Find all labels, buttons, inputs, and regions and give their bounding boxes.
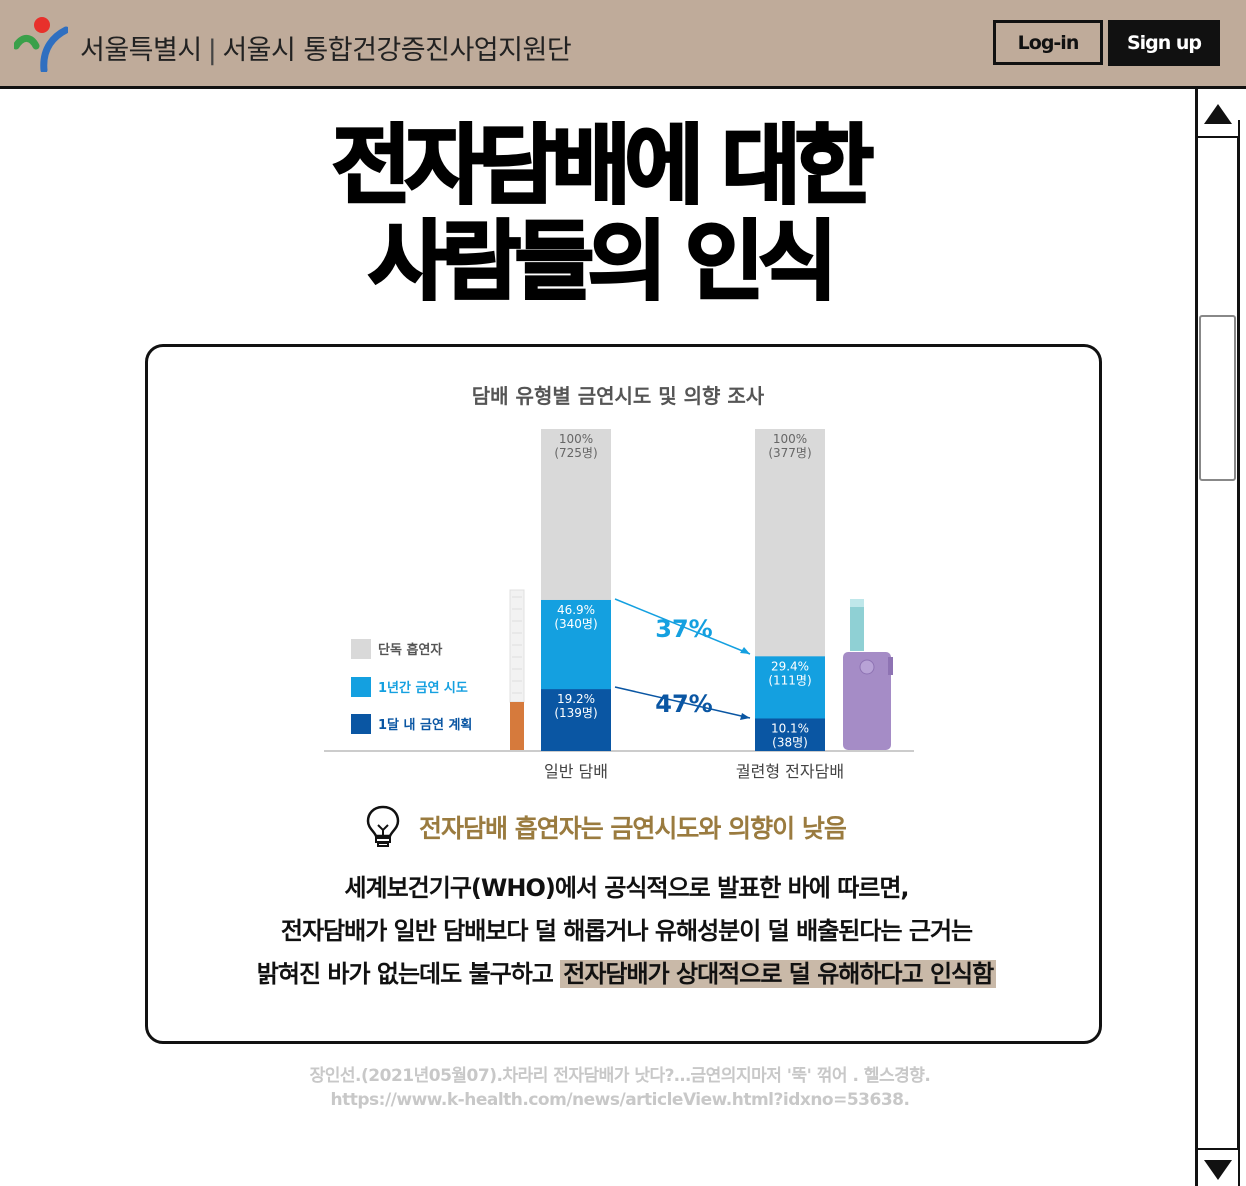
total-count-label: (377명)	[768, 446, 811, 460]
lightbulb-icon	[366, 805, 400, 847]
org-name: 서울특별시	[80, 35, 202, 66]
arrow-quit-plan	[614, 686, 751, 719]
legend-swatch-solo-smoker	[351, 639, 371, 659]
total-count-label: (725명)	[554, 446, 597, 460]
brand-separator: |	[207, 35, 217, 66]
citation-line-1: 장인선.(2021년05월07).차라리 전자담배가 낫다?…금연의지마저 '뚝…	[309, 1066, 931, 1086]
chart-title: 담배 유형별 금연시도 및 의향 조사	[472, 384, 765, 408]
page-title-line-2: 사람들의 인식	[367, 212, 839, 312]
dept-name: 서울시 통합건강증진사업지원단	[222, 35, 572, 66]
citation-url[interactable]: https://www.k-health.com/news/articleVie…	[330, 1090, 910, 1110]
explanation-line-3-plain: 밝혀진 바가 없는데도 불구하고	[256, 960, 561, 988]
segment-count-label: (38명)	[772, 735, 808, 749]
segment-percent-label: 19.2%	[557, 692, 595, 706]
total-percent-label: 100%	[559, 432, 593, 446]
page-title: 전자담배에 대한 사람들의 인식	[150, 116, 1050, 312]
category-label-heated-tobacco: 궐련형 전자담배	[736, 762, 844, 781]
source-citation: 장인선.(2021년05월07).차라리 전자담배가 낫다?…금연의지마저 '뚝…	[120, 1064, 1120, 1112]
bar-heated-tobacco-quit-plan	[755, 718, 825, 751]
legend-swatch-quit-attempt	[351, 677, 371, 697]
total-percent-label: 100%	[773, 432, 807, 446]
tip-text: 전자담배 흡연자는 금연시도와 의향이 낮음	[419, 814, 847, 843]
legend-label-solo-smoker: 단독 흡연자	[378, 642, 442, 658]
segment-percent-label: 29.4%	[771, 659, 809, 673]
site-header: 서울특별시 | 서울시 통합건강증진사업지원단 Log-in Sign up	[0, 0, 1246, 89]
legend-label-quit-attempt: 1년간 금연 시도	[378, 680, 468, 696]
scrollbar-thumb[interactable]	[1199, 315, 1236, 481]
bar-regular-cigarette-quit-plan	[541, 689, 611, 751]
annotation-47-percent: 47%	[655, 690, 712, 718]
site-brand[interactable]: 서울특별시 | 서울시 통합건강증진사업지원단	[80, 28, 572, 67]
explanation-paragraph: 세계보건기구(WHO)에서 공식적으로 발표한 바에 따르면, 전자담배가 일반…	[168, 867, 1085, 996]
explanation-line-3: 밝혀진 바가 없는데도 불구하고 전자담배가 상대적으로 덜 유해하다고 인식함	[168, 953, 1085, 996]
heated-tobacco-device-icon	[843, 599, 893, 750]
segment-count-label: (139명)	[554, 706, 597, 720]
segment-percent-label: 46.9%	[557, 603, 595, 617]
segment-count-label: (111명)	[768, 673, 811, 687]
scroll-down-arrow-icon[interactable]	[1198, 1148, 1238, 1186]
annotation-37-percent: 37%	[655, 615, 712, 643]
page-title-line-1: 전자담배에 대한	[331, 116, 876, 216]
segment-percent-label: 10.1%	[771, 721, 809, 735]
chart-legend: 단독 흡연자 1년간 금연 시도 1달 내 금연 계획	[351, 639, 472, 734]
explanation-line-2: 전자담배가 일반 담배보다 덜 해롭거나 유해성분이 덜 배출된다는 근거는	[280, 917, 973, 945]
smoking-cessation-chart: 담배 유형별 금연시도 및 의향 조사 단	[324, 384, 914, 781]
comparison-arrows: 37% 47%	[614, 598, 751, 720]
signup-button[interactable]: Sign up	[1108, 20, 1220, 66]
scrollbar-track-line	[1237, 120, 1240, 1186]
highlighted-conclusion: 전자담배가 상대적으로 덜 유해하다고 인식함	[560, 960, 997, 988]
seoul-logo-icon[interactable]	[14, 16, 68, 72]
login-button[interactable]: Log-in	[993, 20, 1103, 65]
scroll-up-arrow-icon[interactable]	[1198, 92, 1238, 138]
legend-swatch-quit-plan	[351, 714, 371, 734]
cigarette-icon	[509, 589, 525, 750]
arrow-quit-attempt	[614, 598, 751, 655]
category-label-regular-cigarette: 일반 담배	[544, 762, 608, 781]
segment-count-label: (340명)	[554, 617, 597, 631]
legend-label-quit-plan: 1달 내 금연 계획	[378, 717, 472, 733]
explanation-line-1: 세계보건기구(WHO)에서 공식적으로 발표한 바에 따르면,	[344, 874, 909, 902]
insight-tip: 전자담배 흡연자는 금연시도와 의향이 낮음	[363, 803, 923, 849]
infographic-card: 담배 유형별 금연시도 및 의향 조사 단	[145, 344, 1102, 1044]
